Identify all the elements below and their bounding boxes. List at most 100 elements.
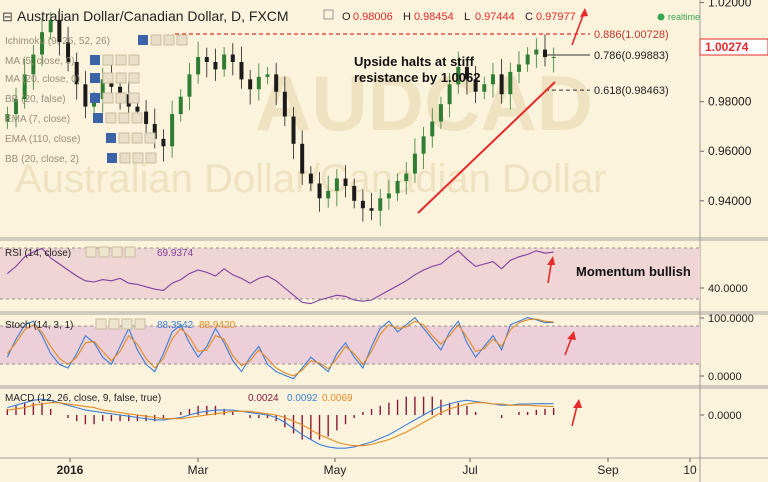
candle-body: [239, 61, 244, 80]
indicator-tick-label: 40.0000: [708, 283, 748, 295]
candle-body: [265, 74, 270, 77]
pane-toolbar-icon[interactable]: [95, 318, 107, 330]
candle-body: [187, 74, 192, 97]
candle-body: [508, 71, 513, 95]
ohlc-value: 0.97444: [475, 11, 515, 23]
x-tick-label: 10: [683, 463, 697, 477]
candle-body: [447, 84, 452, 105]
candle-body: [438, 104, 443, 122]
candle-body: [369, 208, 374, 211]
toolbar-icon[interactable]: [163, 34, 175, 46]
eye-icon[interactable]: [323, 9, 334, 20]
candle-body: [412, 153, 417, 174]
toolbar-icon[interactable]: [118, 112, 130, 124]
stoch-band: [0, 326, 700, 364]
settings-icon[interactable]: [107, 153, 117, 163]
settings-icon[interactable]: [138, 35, 148, 45]
toolbar-icon[interactable]: [128, 72, 140, 84]
toolbar-icon[interactable]: [132, 152, 144, 164]
chart-title: Australian Dollar/Canadian Dollar, D, FX…: [17, 8, 289, 24]
indicator-label: Ichimoku (9, 26, 52, 26): [5, 36, 110, 47]
candle-body: [31, 54, 36, 75]
candle-body: [317, 183, 322, 199]
candle-body: [118, 86, 123, 95]
candlestick-series: [5, 8, 556, 227]
candle-body: [204, 57, 209, 62]
rsi-value: 69.9374: [157, 248, 194, 259]
toolbar-icon[interactable]: [144, 132, 156, 144]
candle-body: [230, 54, 235, 62]
toolbar-icon[interactable]: [115, 72, 127, 84]
toolbar-icon[interactable]: [115, 54, 127, 66]
macd-hist-value: 0.0024: [248, 393, 279, 404]
toolbar-icon[interactable]: [102, 54, 114, 66]
toolbar-icon[interactable]: [176, 34, 188, 46]
settings-icon[interactable]: [90, 93, 100, 103]
toolbar-icon[interactable]: [128, 92, 140, 104]
price-tick-label: 0.94000: [708, 194, 752, 208]
toolbar-icon[interactable]: [105, 112, 117, 124]
toolbar-icon[interactable]: [115, 92, 127, 104]
candle-body: [395, 180, 400, 194]
candle-body: [534, 49, 539, 55]
collapse-icon[interactable]: ⊟: [2, 9, 13, 24]
candle-body: [516, 64, 521, 72]
toolbar-icon[interactable]: [145, 152, 157, 164]
toolbar-icon[interactable]: [131, 112, 143, 124]
toolbar-icon[interactable]: [131, 132, 143, 144]
price-tick-label: 0.98000: [708, 95, 752, 109]
pane-toolbar-icon[interactable]: [134, 318, 146, 330]
candle-body: [464, 66, 469, 80]
candle-body: [5, 114, 10, 122]
toolbar-icon[interactable]: [102, 72, 114, 84]
pane-toolbar-icon[interactable]: [98, 246, 110, 258]
ohlc-value: 0.98006: [353, 11, 393, 23]
candle-body: [178, 96, 183, 115]
pane-toolbar-icon[interactable]: [121, 318, 133, 330]
rsi-line: [6, 247, 554, 305]
pane-toolbar-icon[interactable]: [124, 246, 136, 258]
annotation-text-line1: Upside halts at stiff: [354, 54, 475, 69]
candle-body: [525, 54, 530, 65]
stoch-series: [6, 316, 554, 380]
candle-body: [74, 61, 79, 85]
candle-body: [326, 190, 331, 199]
toolbar-icon[interactable]: [150, 34, 162, 46]
toolbar-icon[interactable]: [118, 132, 130, 144]
macd-label: MACD (12, 26, close, 9, false, true): [5, 393, 161, 404]
candle-body: [135, 106, 140, 112]
macd-signal-line: [7, 402, 554, 447]
candle-body: [170, 114, 175, 147]
indicator-label: BB (20, close, 2): [5, 154, 79, 165]
indicator-tick-label: 0.0000: [708, 410, 742, 422]
annotation-arrowhead-macd: [573, 399, 582, 408]
toolbar-icon[interactable]: [102, 92, 114, 104]
indicator-label: EMA (110, close): [5, 134, 80, 145]
candle-body: [83, 84, 88, 107]
candle-body: [144, 111, 149, 124]
candle-body: [152, 123, 157, 139]
candle-body: [213, 61, 218, 70]
candle-body: [334, 178, 339, 191]
pane-toolbar-icon[interactable]: [108, 318, 120, 330]
candle-body: [274, 74, 279, 92]
candle-body: [66, 42, 71, 62]
candle-body: [378, 198, 383, 211]
toolbar-icon[interactable]: [128, 54, 140, 66]
candle-body: [482, 84, 487, 92]
pane-toolbar-icon[interactable]: [85, 246, 97, 258]
indicator-label: MA (5, close, 0): [5, 56, 74, 67]
candle-body: [551, 57, 556, 59]
toolbar-icon[interactable]: [119, 152, 131, 164]
candle-body: [300, 143, 305, 174]
annotation-arrowhead-rsi: [547, 256, 555, 265]
pane-toolbar-icon[interactable]: [111, 246, 123, 258]
settings-icon[interactable]: [93, 113, 103, 123]
settings-icon[interactable]: [106, 133, 116, 143]
x-tick-label: Jul: [462, 463, 477, 477]
settings-icon[interactable]: [90, 73, 100, 83]
fib-level-label: 0.886(1.00728): [594, 29, 669, 41]
settings-icon[interactable]: [90, 55, 100, 65]
